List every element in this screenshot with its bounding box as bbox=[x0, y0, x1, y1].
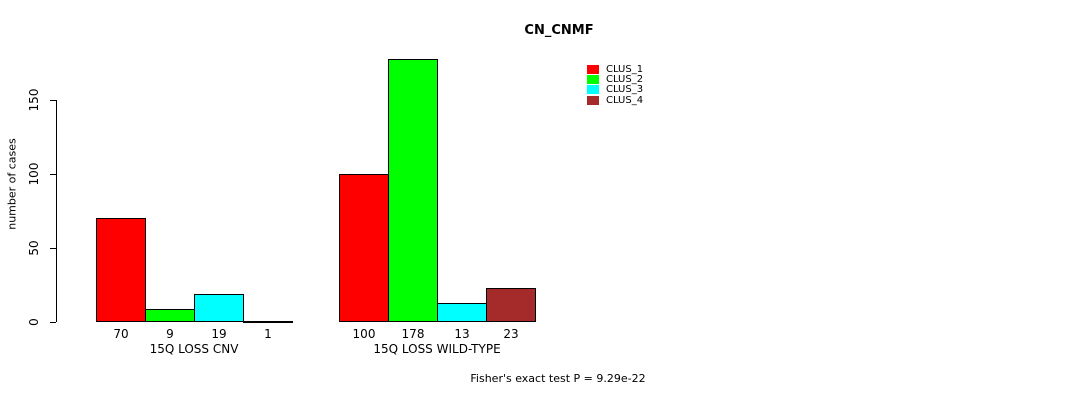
bar-value-label: 23 bbox=[503, 327, 519, 341]
y-tick-label: 100 bbox=[27, 162, 41, 186]
y-tick-mark bbox=[50, 173, 56, 175]
bar-clus_1-1 bbox=[96, 218, 146, 322]
x-axis-category-label: 15Q LOSS WILD-TYPE bbox=[373, 342, 501, 356]
legend-swatch-clus_1 bbox=[587, 64, 599, 74]
legend-swatch-clus_4 bbox=[587, 95, 599, 105]
bar-value-label: 13 bbox=[454, 327, 470, 341]
bar-value-label: 70 bbox=[113, 327, 129, 341]
bar-clus_4-1 bbox=[243, 320, 293, 323]
y-tick-label: 0 bbox=[27, 318, 41, 326]
x-axis-category-label: 15Q LOSS CNV bbox=[149, 342, 239, 356]
legend-row: CLUS_2 bbox=[587, 74, 644, 86]
chart-title: CN_CNMF bbox=[524, 23, 594, 38]
bar-clus_3-2 bbox=[437, 302, 487, 322]
legend-swatch-clus_2 bbox=[587, 75, 599, 85]
legend: CLUS_1 CLUS_2 CLUS_3 CLUS_4 bbox=[587, 64, 643, 106]
y-tick-mark bbox=[50, 99, 56, 101]
bar-clus_3-1 bbox=[194, 293, 244, 322]
bar-clus_2-2 bbox=[388, 58, 438, 322]
annotation-text: Fisher's exact test P = 9.29e-22 bbox=[470, 372, 646, 385]
y-axis-line bbox=[56, 100, 57, 322]
bar-value-label: 178 bbox=[401, 327, 425, 341]
legend-swatch-clus_3 bbox=[587, 85, 599, 95]
y-tick-mark bbox=[50, 247, 56, 249]
legend-row: CLUS_4 bbox=[587, 94, 644, 106]
legend-label: CLUS_2 bbox=[606, 74, 644, 86]
legend-row: CLUS_1 bbox=[587, 63, 644, 75]
legend-label: CLUS_1 bbox=[606, 63, 644, 75]
y-tick-mark bbox=[50, 321, 56, 323]
bar-clus_1-2 bbox=[339, 174, 389, 322]
y-tick-label: 50 bbox=[27, 240, 41, 256]
legend-label: CLUS_4 bbox=[606, 94, 644, 106]
y-tick-label: 150 bbox=[27, 88, 41, 112]
bar-value-label: 9 bbox=[166, 327, 174, 341]
legend-row: CLUS_3 bbox=[587, 84, 644, 96]
y-axis-label: number of cases bbox=[5, 138, 19, 230]
legend-label: CLUS_3 bbox=[606, 84, 644, 96]
bar-clus_4-2 bbox=[486, 287, 536, 322]
bar-clus_2-1 bbox=[145, 308, 195, 322]
bar-value-label: 19 bbox=[211, 327, 227, 341]
bar-value-label: 1 bbox=[264, 327, 272, 341]
bar-value-label: 100 bbox=[352, 327, 376, 341]
